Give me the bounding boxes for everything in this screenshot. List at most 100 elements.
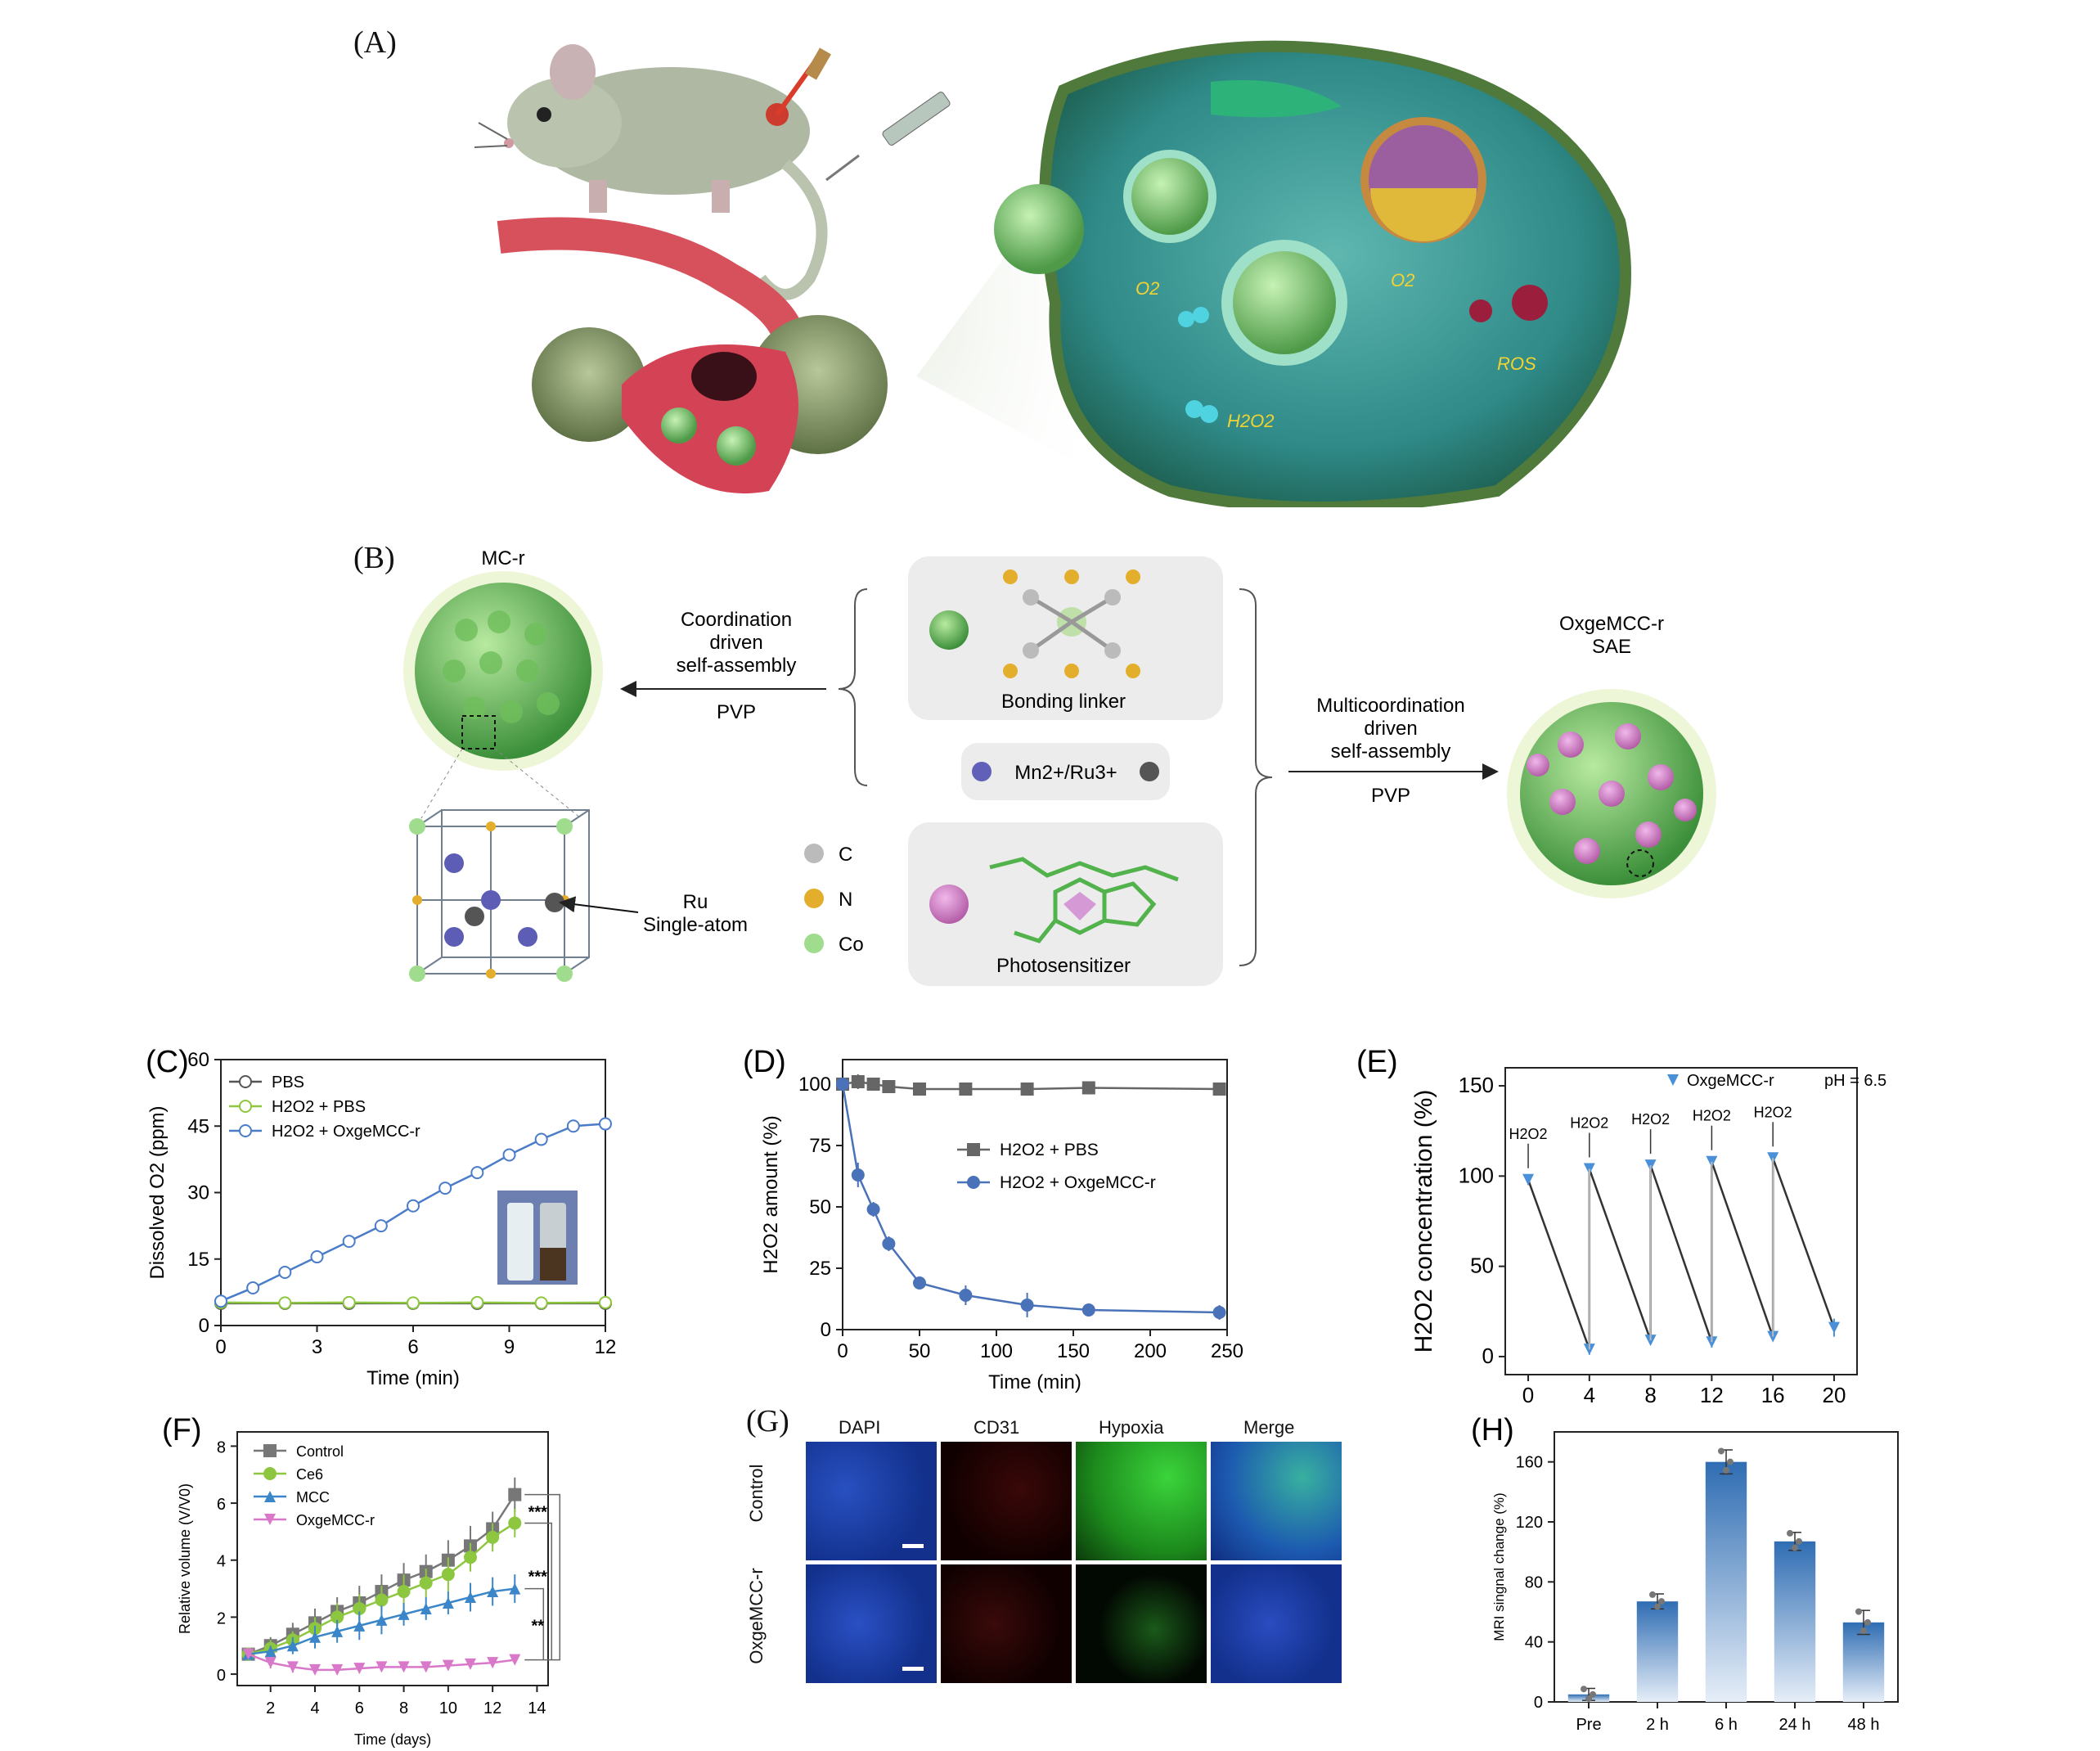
legend-c-dot <box>804 844 824 863</box>
x-tick-label: 6 <box>407 1336 418 1358</box>
x-tick-label: 2 h <box>1646 1716 1669 1734</box>
legend-entry: H2O2 + OxgeMCC-r <box>272 1123 420 1141</box>
legend-entry: H2O2 + OxgeMCC-r <box>1000 1173 1156 1192</box>
data-point <box>1706 1336 1718 1348</box>
data-point <box>442 1596 454 1609</box>
x-tick-label: 8 <box>399 1699 408 1717</box>
data-point <box>264 1657 277 1669</box>
photosensitizer-molecule <box>989 857 1179 943</box>
scale-bar-1 <box>902 1544 924 1548</box>
vessel-tumor-illustration <box>497 217 888 494</box>
legend-co: Co <box>839 934 864 956</box>
right-arrow-line-3: self-assembly <box>1331 740 1451 763</box>
panel-label-a: (A) <box>353 25 397 60</box>
x-tick-label: 14 <box>528 1699 546 1717</box>
legend-marker <box>263 1444 277 1457</box>
data-point <box>464 1551 477 1564</box>
y-tick-label: 150 <box>1459 1073 1494 1097</box>
scale-bar-2 <box>902 1667 924 1671</box>
x-tick-label: 0 <box>837 1340 848 1362</box>
y-axis-label: H2O2 amount (%) <box>760 1115 782 1273</box>
row-label-oxgemcc: OxgeMCC-r <box>746 1568 767 1664</box>
x-tick-label: 4 <box>310 1699 319 1717</box>
panel-label: (F) <box>162 1413 202 1447</box>
series-line-1 <box>841 1083 1220 1314</box>
cell-label-o2-left: O2 <box>1135 278 1159 299</box>
data-point <box>286 1640 299 1652</box>
y-tick-label: 100 <box>798 1074 831 1096</box>
bar <box>1774 1541 1816 1702</box>
data-point <box>882 1237 896 1250</box>
ru-label-1: Ru <box>683 891 708 913</box>
y-tick-label: 80 <box>1525 1573 1543 1591</box>
replicate-dot <box>1723 1466 1729 1474</box>
data-point <box>375 1614 388 1626</box>
legend-marker <box>239 1075 252 1088</box>
data-point <box>375 1593 389 1607</box>
data-point <box>599 1295 612 1309</box>
significance-bracket-control <box>524 1493 561 1661</box>
left-arrow-sub: PVP <box>717 701 756 723</box>
legend-entry: MCC <box>296 1489 330 1506</box>
data-point <box>420 1602 432 1614</box>
chart-d: (D) 0 50 100 150 200 250 0 25 50 75 100 Time (min) H2… <box>743 1045 1243 1393</box>
replicate-dot <box>1796 1537 1802 1545</box>
replicate-dot <box>1581 1686 1587 1693</box>
data-point <box>342 1235 356 1249</box>
data-point <box>866 1203 880 1216</box>
legend-marker <box>967 1143 980 1156</box>
significance-mark: *** <box>528 1568 548 1586</box>
data-point <box>913 1083 926 1096</box>
data-point <box>420 1661 432 1673</box>
legend-marker <box>239 1124 252 1137</box>
h2o2-addition-label: H2O2 <box>1631 1111 1670 1128</box>
data-point <box>242 1648 254 1660</box>
replicate-dot <box>1727 1458 1734 1465</box>
x-tick-label: 20 <box>1822 1383 1846 1407</box>
panel-label-b: (B) <box>353 541 395 575</box>
data-point <box>1767 1152 1779 1164</box>
img-oxgemcc-dapi <box>806 1564 937 1683</box>
data-point <box>1081 1303 1095 1317</box>
panel-label: (C) <box>146 1045 189 1079</box>
data-point <box>502 1148 516 1162</box>
x-tick-label: 2 <box>266 1699 275 1717</box>
data-point <box>851 1168 865 1182</box>
x-axis-label: Time (days) <box>354 1731 431 1748</box>
row-label-control: Control <box>746 1464 767 1523</box>
data-point <box>353 1663 366 1675</box>
panel-label: (D) <box>743 1045 786 1079</box>
data-point <box>882 1080 896 1093</box>
cell-label-h2o2: H2O2 <box>1227 411 1274 431</box>
legend-entry: OxgeMCC-r <box>1687 1072 1774 1090</box>
y-tick-label: 120 <box>1516 1514 1543 1532</box>
significance-bracket-ce6 <box>524 1522 553 1660</box>
legend-entry: Ce6 <box>296 1466 323 1483</box>
legend-marker <box>1667 1074 1679 1086</box>
y-tick-label: 160 <box>1516 1454 1543 1472</box>
legend-n-dot <box>804 889 824 908</box>
data-point <box>487 1657 499 1669</box>
data-point <box>441 1568 455 1582</box>
img-oxgemcc-merge <box>1211 1564 1342 1683</box>
replicate-dot <box>1585 1695 1592 1702</box>
data-point <box>278 1266 292 1279</box>
data-point <box>397 1585 411 1599</box>
col-header-hypoxia: Hypoxia <box>1099 1417 1164 1438</box>
img-oxgemcc-hypoxia <box>1076 1564 1207 1683</box>
mcr-sphere <box>415 583 591 759</box>
replicate-dot <box>1590 1690 1596 1698</box>
y-axis-label: H2O2 concentration (%) <box>1410 1090 1437 1353</box>
y-tick-label: 15 <box>187 1249 209 1271</box>
cell-illustration: O2 O2 H2O2 ROS <box>994 40 1631 507</box>
x-tick-label: 10 <box>439 1699 457 1717</box>
y-tick-label: 8 <box>217 1438 226 1456</box>
legend-marker <box>239 1100 252 1113</box>
data-point <box>1828 1321 1840 1334</box>
x-tick-label: 12 <box>483 1699 501 1717</box>
data-point <box>913 1276 926 1290</box>
data-point <box>1081 1081 1095 1095</box>
y-tick-label: 40 <box>1525 1634 1543 1652</box>
h2o2-addition-label: H2O2 <box>1693 1108 1731 1124</box>
data-point <box>398 1661 410 1673</box>
